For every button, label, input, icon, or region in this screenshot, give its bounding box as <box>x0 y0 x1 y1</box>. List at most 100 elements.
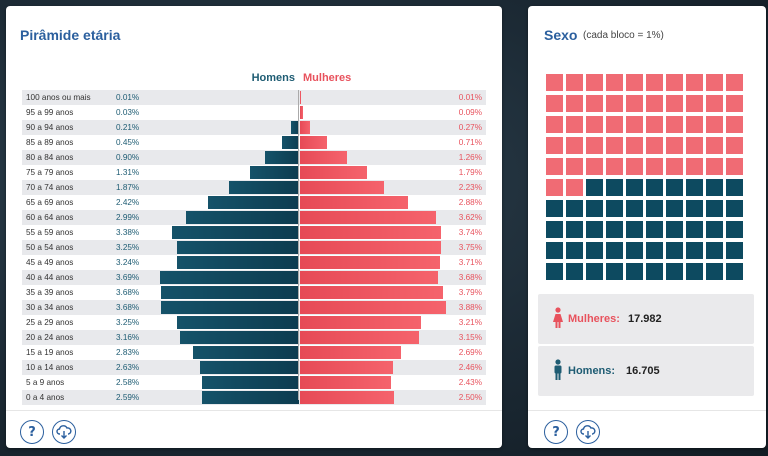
bar-men[interactable] <box>160 271 299 284</box>
waffle-block-men <box>686 242 703 259</box>
bar-men[interactable] <box>186 211 299 224</box>
pyramid-rows: 100 anos ou mais 0.01% 0.01% 95 a 99 anos 0.… <box>22 90 486 405</box>
bar-women[interactable] <box>300 346 402 359</box>
age-group-label: 70 a 74 anos <box>26 183 74 192</box>
waffle-block-women <box>626 158 643 175</box>
bar-women[interactable] <box>300 241 442 254</box>
bar-men[interactable] <box>282 136 299 149</box>
bar-men[interactable] <box>160 286 299 299</box>
bar-men[interactable] <box>201 391 299 404</box>
bar-men[interactable] <box>201 376 299 389</box>
waffle-block-women <box>566 137 583 154</box>
men-percent-label: 1.87% <box>116 183 140 192</box>
women-percent-label: 0.01% <box>458 93 482 102</box>
waffle-block-men <box>646 200 663 217</box>
help-button[interactable]: ? <box>20 420 44 444</box>
women-percent-label: 2.50% <box>458 393 482 402</box>
pyramid-row: 45 a 49 anos 3.24% 3.71% <box>22 255 486 270</box>
men-percent-label: 3.16% <box>116 333 140 342</box>
waffle-block-men <box>586 179 603 196</box>
bar-men[interactable] <box>176 316 299 329</box>
waffle-block-women <box>706 116 723 133</box>
bar-women[interactable] <box>300 91 301 104</box>
waffle-block-women <box>686 95 703 112</box>
bar-men[interactable] <box>177 256 299 269</box>
pyramid-row: 25 a 29 anos 3.25% 3.21% <box>22 315 486 330</box>
pyramid-row: 35 a 39 anos 3.68% 3.79% <box>22 285 486 300</box>
waffle-block-men <box>566 200 583 217</box>
bar-women[interactable] <box>300 226 441 239</box>
bar-men[interactable] <box>207 196 299 209</box>
bar-men[interactable] <box>265 151 299 164</box>
pyramid-row: 40 a 44 anos 3.69% 3.68% <box>22 270 486 285</box>
bar-women[interactable] <box>300 316 421 329</box>
bar-men[interactable] <box>291 121 299 134</box>
bar-men[interactable] <box>228 181 299 194</box>
waffle-block-women <box>646 158 663 175</box>
bar-women[interactable] <box>300 286 443 299</box>
waffle-block-women <box>546 95 563 112</box>
bar-women[interactable] <box>300 136 327 149</box>
waffle-block-men <box>566 242 583 259</box>
bar-women[interactable] <box>300 331 419 344</box>
men-label: Homens: <box>568 365 616 377</box>
download-button[interactable] <box>52 420 76 444</box>
men-percent-label: 0.03% <box>116 108 140 117</box>
bar-women[interactable] <box>300 151 348 164</box>
age-group-label: 80 a 84 anos <box>26 153 74 162</box>
men-percent-label: 3.25% <box>116 318 140 327</box>
bar-women[interactable] <box>300 106 304 119</box>
pyramid-row: 95 a 99 anos 0.03% 0.09% <box>22 105 486 120</box>
waffle-block-men <box>586 263 603 280</box>
waffle-block-men <box>606 200 623 217</box>
bar-men[interactable] <box>180 331 299 344</box>
age-group-label: 5 a 9 anos <box>26 378 65 387</box>
bar-women[interactable] <box>300 211 437 224</box>
help-button[interactable]: ? <box>544 420 568 444</box>
waffle-block-men <box>566 263 583 280</box>
waffle-block-women <box>586 116 603 133</box>
pyramid-row: 0 a 4 anos 2.59% 2.50% <box>22 390 486 405</box>
bar-women[interactable] <box>300 196 409 209</box>
bar-men[interactable] <box>160 301 299 314</box>
waffle-block-women <box>566 95 583 112</box>
waffle-block-women <box>686 74 703 91</box>
waffle-block-women <box>626 95 643 112</box>
age-group-label: 15 a 19 anos <box>26 348 74 357</box>
age-group-label: 30 a 34 anos <box>26 303 74 312</box>
bar-women[interactable] <box>300 256 440 269</box>
waffle-block-men <box>726 221 743 238</box>
waffle-block-men <box>606 263 623 280</box>
pyramid-row: 50 a 54 anos 3.25% 3.75% <box>22 240 486 255</box>
waffle-block-men <box>666 179 683 196</box>
bar-men[interactable] <box>249 166 299 179</box>
women-percent-label: 0.09% <box>458 108 482 117</box>
age-group-label: 0 a 4 anos <box>26 393 65 402</box>
waffle-block-men <box>706 200 723 217</box>
women-percent-label: 3.62% <box>458 213 482 222</box>
men-percent-label: 2.58% <box>116 378 140 387</box>
bar-women[interactable] <box>300 181 384 194</box>
age-group-label: 100 anos ou mais <box>26 93 91 102</box>
bar-women[interactable] <box>300 376 392 389</box>
bar-women[interactable] <box>300 361 393 374</box>
download-button[interactable] <box>576 420 600 444</box>
bar-men[interactable] <box>171 226 299 239</box>
bar-men[interactable] <box>176 241 299 254</box>
waffle-block-women <box>606 158 623 175</box>
footer-divider <box>6 410 502 411</box>
women-percent-label: 2.88% <box>458 198 482 207</box>
bar-men[interactable] <box>200 361 299 374</box>
age-group-label: 10 a 14 anos <box>26 363 74 372</box>
bar-women[interactable] <box>300 271 439 284</box>
pyramid-row: 60 a 64 anos 2.99% 3.62% <box>22 210 486 225</box>
bar-women[interactable] <box>300 391 395 404</box>
waffle-block-women <box>706 137 723 154</box>
bar-men[interactable] <box>192 346 299 359</box>
women-percent-label: 3.79% <box>458 288 482 297</box>
waffle-block-women <box>726 95 743 112</box>
men-percent-label: 0.01% <box>116 93 140 102</box>
bar-women[interactable] <box>300 166 368 179</box>
bar-women[interactable] <box>300 301 446 314</box>
bar-women[interactable] <box>300 121 311 134</box>
